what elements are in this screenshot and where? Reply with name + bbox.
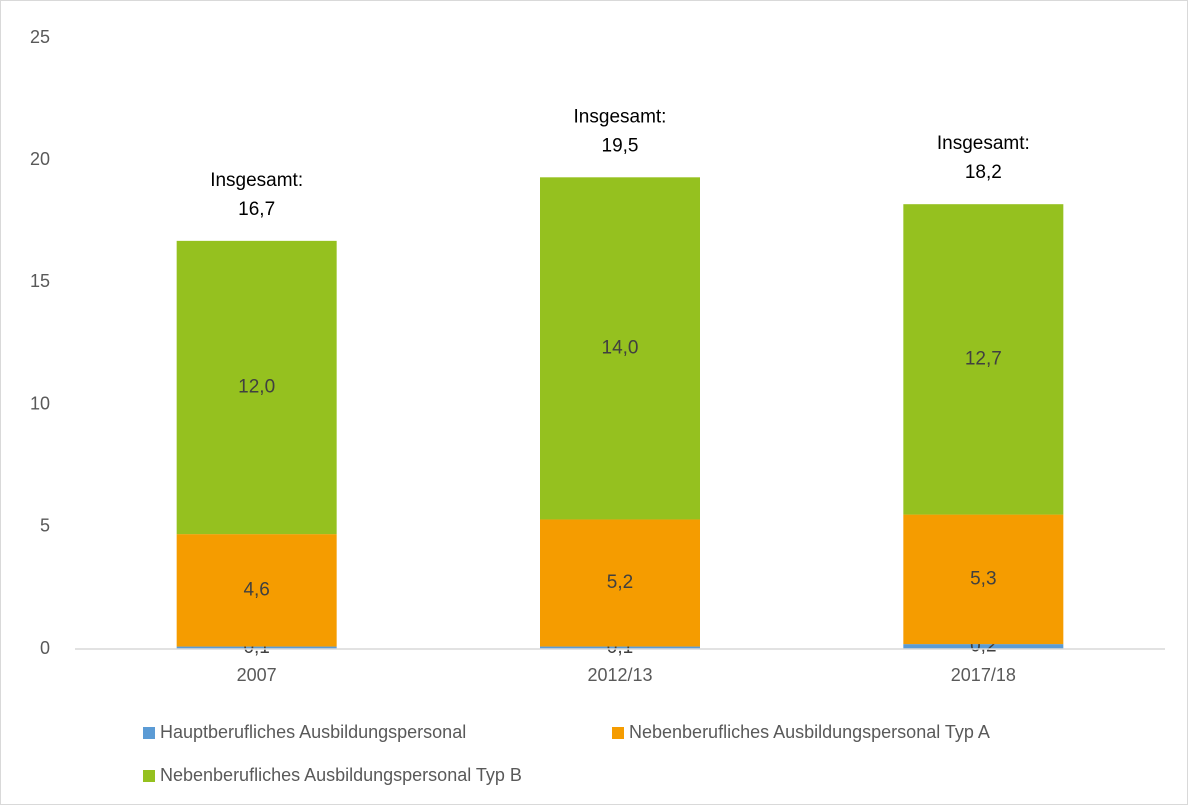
y-tick-label: 15 xyxy=(30,271,50,291)
annotation-value: 19,5 xyxy=(602,135,639,156)
y-tick-label: 5 xyxy=(40,516,50,536)
annotation: Insgesamt: xyxy=(574,106,667,127)
legend-label: Hauptberufliches Ausbildungspersonal xyxy=(160,722,466,742)
bar-segment xyxy=(903,644,1064,649)
legend-swatch xyxy=(143,770,155,782)
bar-segment xyxy=(540,177,700,520)
annotation: Insgesamt: xyxy=(937,133,1030,154)
data-label: 12,7 xyxy=(965,348,1002,369)
bar-segment xyxy=(176,534,337,647)
data-label: 4,6 xyxy=(243,579,269,600)
data-label: 5,3 xyxy=(970,568,996,589)
x-tick-label: 2017/18 xyxy=(951,665,1016,685)
annotation-value: 16,7 xyxy=(238,199,275,220)
data-label: 12,0 xyxy=(238,377,275,398)
y-tick-label: 0 xyxy=(40,638,50,658)
bar-segment xyxy=(903,514,1064,645)
annotation-value: 18,2 xyxy=(965,162,1002,183)
annotation: Insgesamt: xyxy=(210,170,303,191)
legend-swatch xyxy=(612,727,624,739)
data-label: 5,2 xyxy=(607,572,633,593)
x-tick-label: 2007 xyxy=(237,665,277,685)
bar-segment xyxy=(540,646,700,649)
legend-label: Nebenberufliches Ausbildungspersonal Typ… xyxy=(629,722,990,742)
bar-segment xyxy=(903,204,1064,515)
legend-label: Nebenberufliches Ausbildungspersonal Typ… xyxy=(160,765,522,785)
bar-segment xyxy=(176,240,337,535)
bar-segment xyxy=(540,519,700,647)
data-label: 14,0 xyxy=(602,337,639,358)
legend-swatch xyxy=(143,727,155,739)
bar-segment xyxy=(176,646,337,649)
y-tick-label: 20 xyxy=(30,149,50,169)
x-tick-label: 2012/13 xyxy=(587,665,652,685)
y-tick-label: 25 xyxy=(30,27,50,47)
y-tick-label: 10 xyxy=(30,393,50,413)
